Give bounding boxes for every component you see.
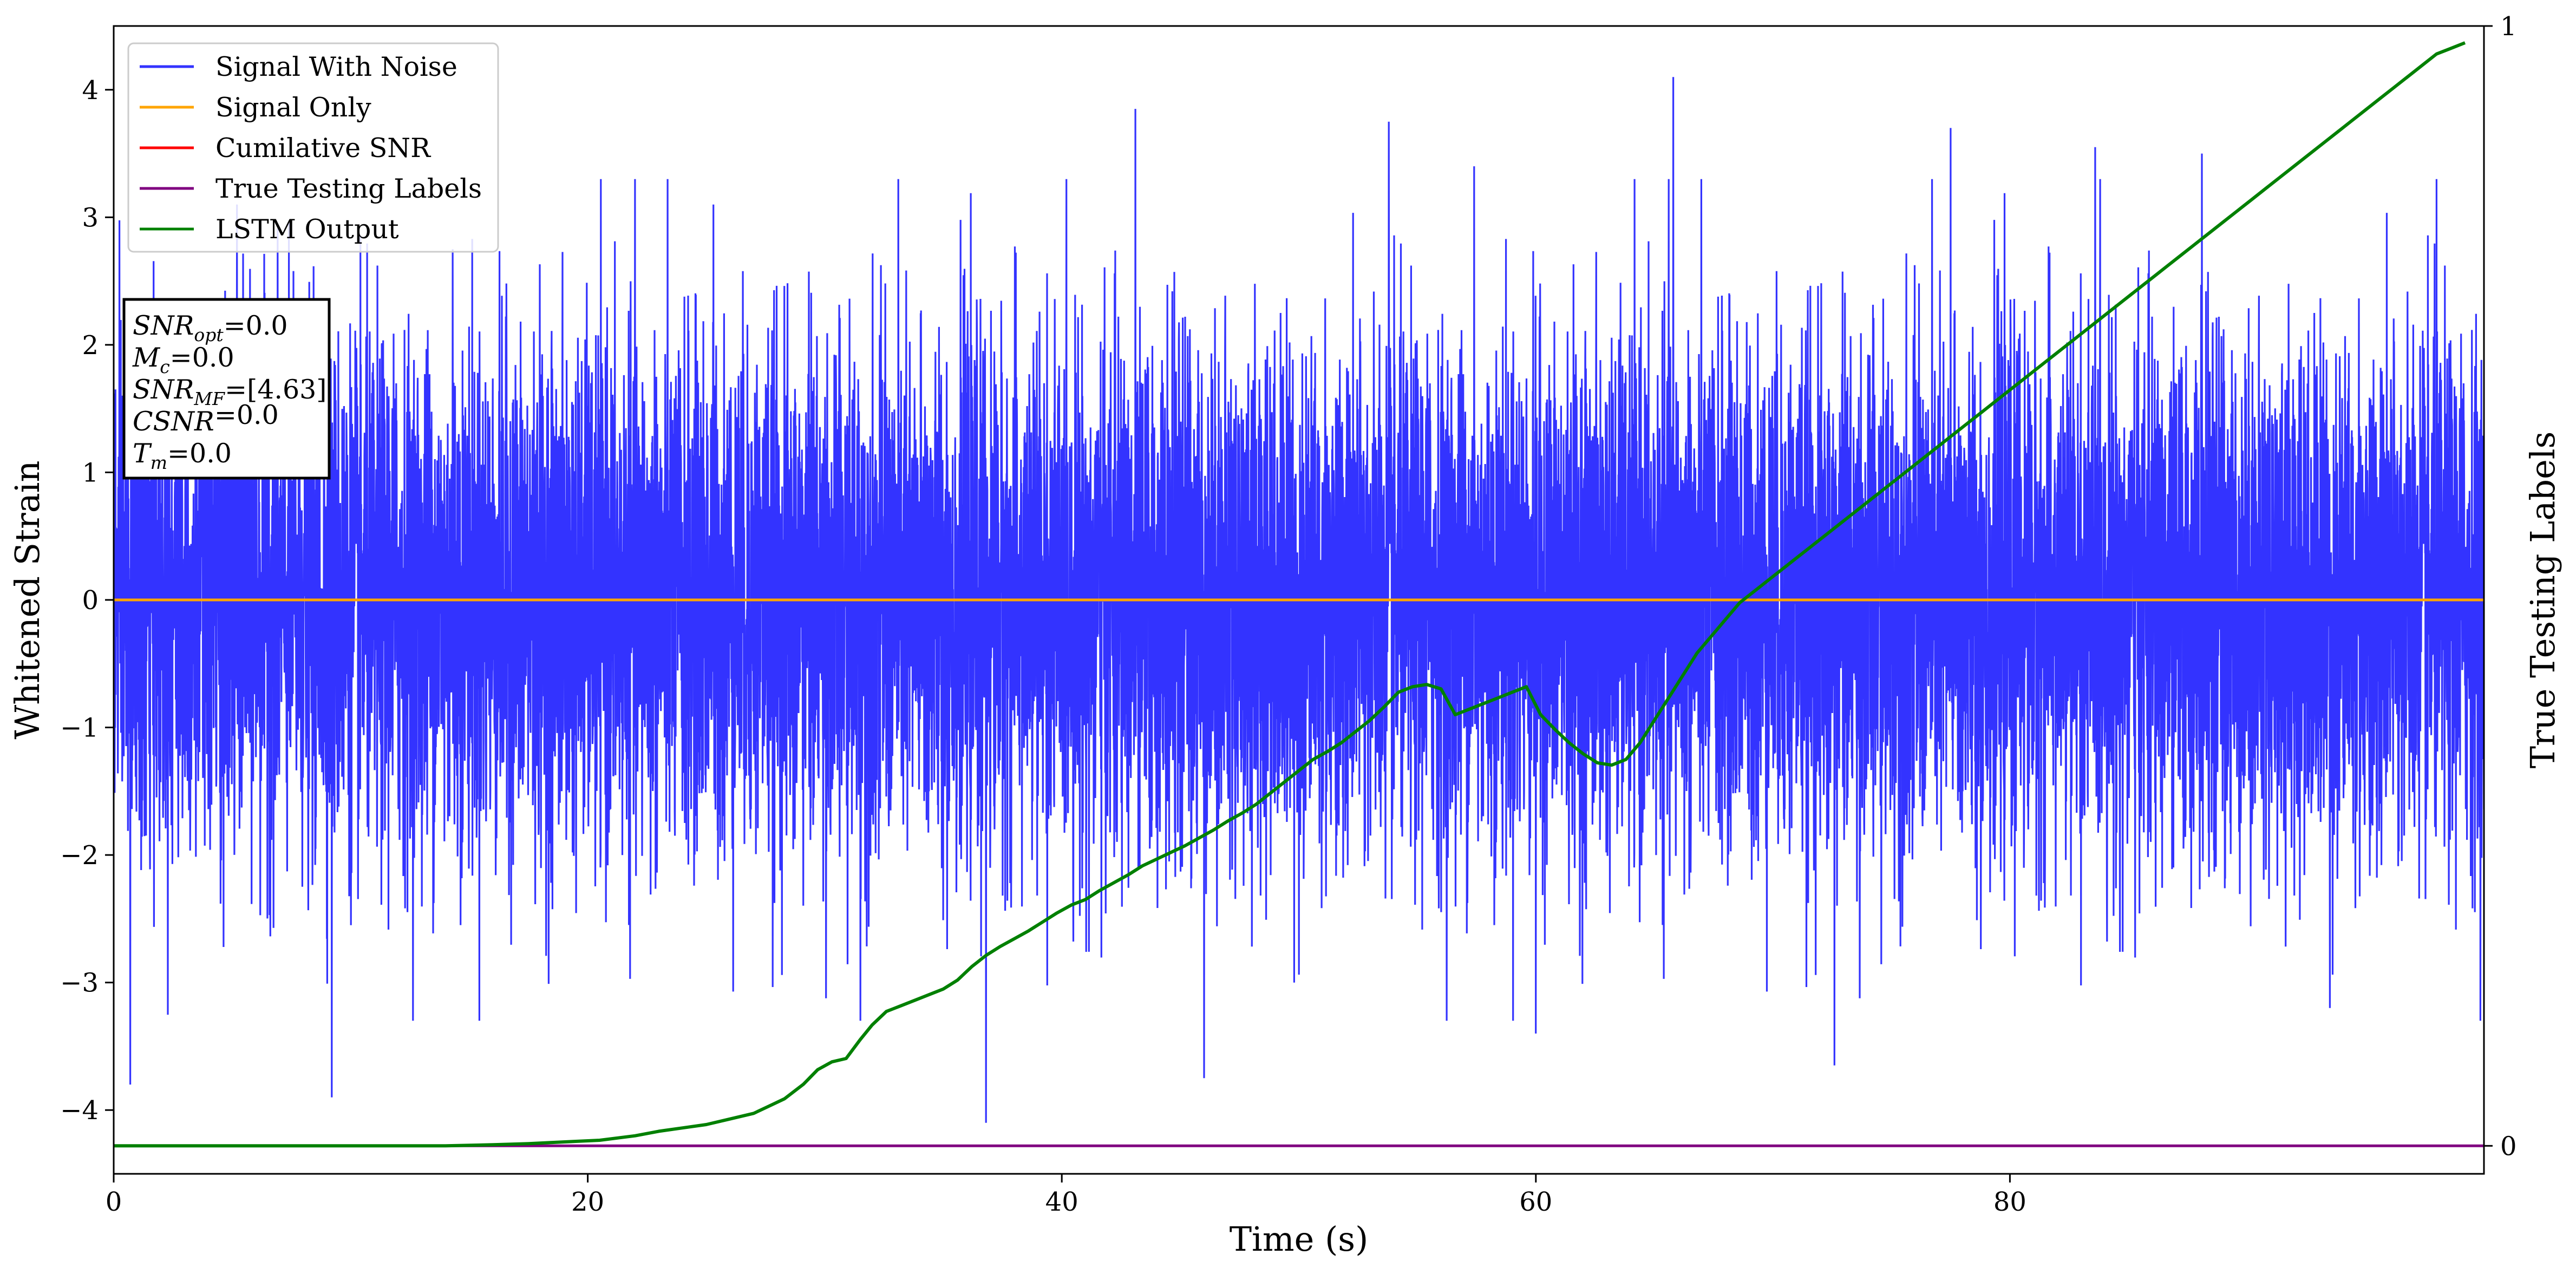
x-tick-label: 20 xyxy=(571,1187,604,1217)
signal-with-noise-trace xyxy=(114,77,2484,1123)
y2-tick-label: 0 xyxy=(2500,1131,2517,1161)
y-tick-label: 2 xyxy=(82,330,99,361)
y2-axis-ticks: 01 xyxy=(2484,11,2517,1161)
y2-axis-label: True Testing Labels xyxy=(2523,432,2562,769)
x-tick-label: 80 xyxy=(1993,1187,2026,1217)
x-tick-label: 0 xyxy=(106,1187,122,1217)
legend-label-signal: Signal Only xyxy=(215,92,371,123)
series-lines xyxy=(114,41,2484,1148)
x-tick-label: 60 xyxy=(1519,1187,1552,1217)
annotation-mc: Mc=0.0 xyxy=(132,342,234,377)
series-signal-with-noise-line xyxy=(114,77,2484,1123)
legend-label-labels: True Testing Labels xyxy=(215,173,482,204)
annotation-box xyxy=(122,298,331,480)
y-tick-label: 1 xyxy=(82,458,99,488)
legend-label-lstm: LSTM Output xyxy=(215,214,399,245)
y2-tick-label: 1 xyxy=(2500,11,2517,42)
annotation-snr-mf: SNRMF=[4.63] xyxy=(133,374,326,409)
y-axis-ticks: −4 −3 −2 −1 0 1 2 3 4 xyxy=(60,75,114,1126)
annotation-snr-opt: SNRopt=0.0 xyxy=(133,310,288,345)
annotation-tm: Tm=0.0 xyxy=(133,438,232,473)
annotation-csnr: CSNR=0.0 xyxy=(133,400,279,437)
x-tick-label: 40 xyxy=(1045,1187,1078,1217)
x-axis-ticks: 0 20 40 60 80 xyxy=(106,1174,2026,1217)
y-tick-label: −1 xyxy=(60,713,99,743)
y-tick-label: −3 xyxy=(60,968,99,998)
y-tick-label: −2 xyxy=(60,840,99,871)
x-axis-label: Time (s) xyxy=(1230,1219,1369,1259)
legend-label-csnr: Cumilative SNR xyxy=(215,133,431,164)
legend-label-noise: Signal With Noise xyxy=(215,51,457,82)
parameter-annotation: SNRopt=0.0 Mc=0.0 SNRMF=[4.63] CSNR=0.0 … xyxy=(122,298,331,480)
legend-box xyxy=(127,42,499,253)
legend: Signal With Noise Signal Only Cumilative… xyxy=(127,42,499,253)
y-tick-label: −4 xyxy=(60,1095,99,1126)
y-tick-label: 3 xyxy=(82,202,99,233)
series-lstm-output-line xyxy=(114,41,2466,1148)
y-tick-label: 0 xyxy=(82,585,99,616)
y-axis-label: Whitened Strain xyxy=(8,461,47,740)
y-tick-label: 4 xyxy=(82,75,99,106)
